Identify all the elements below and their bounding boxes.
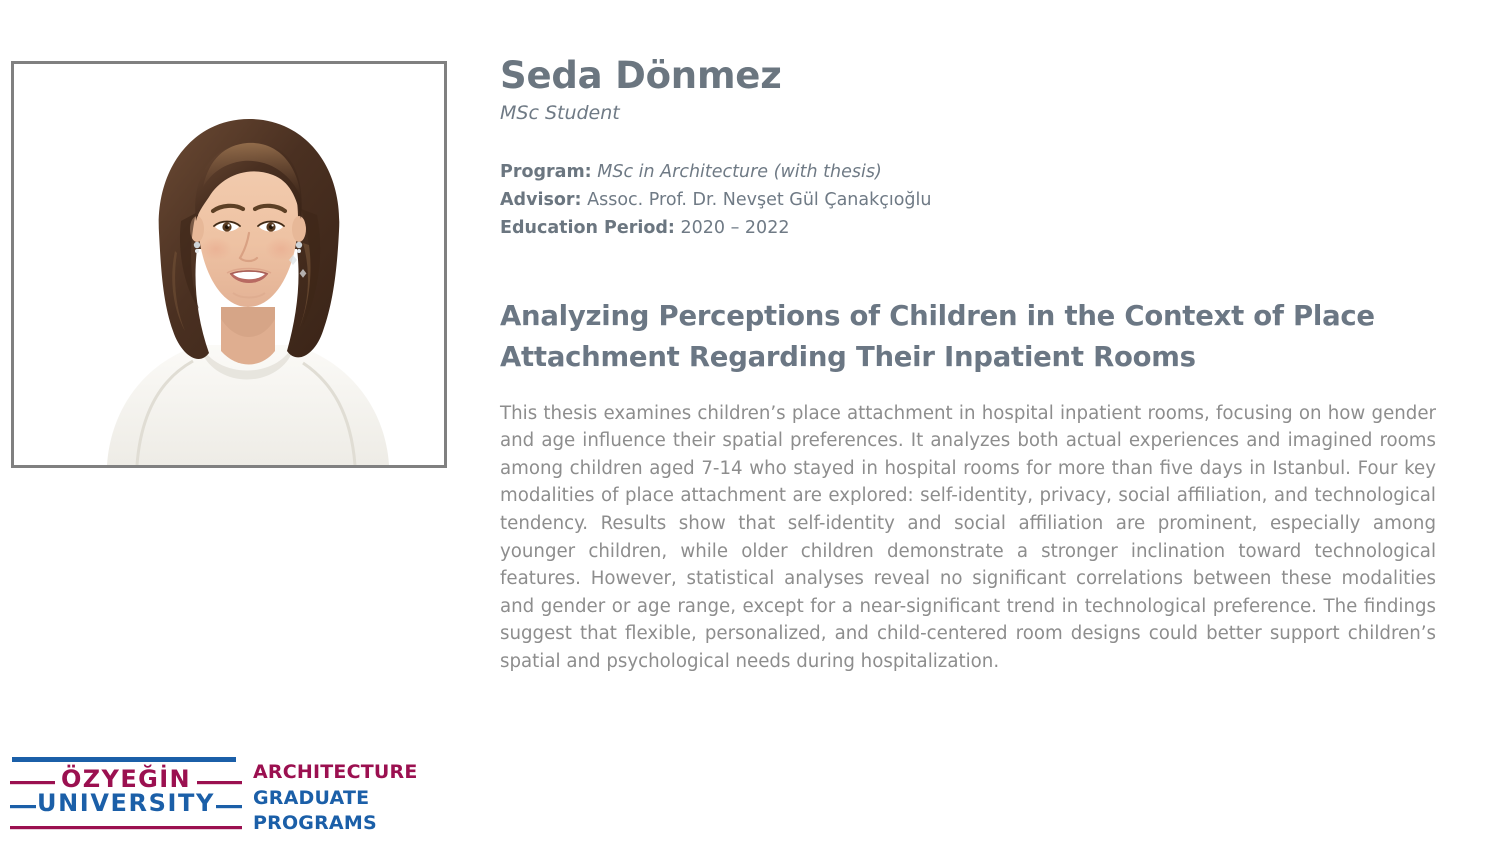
thesis-title: Analyzing Perceptions of Children in the… [500,299,1375,373]
meta-label-advisor: Advisor: [500,189,582,210]
meta-value-program: MSc in Architecture (with thesis) [597,161,882,182]
logo-bar-bottom [10,826,242,830]
footer-logo-lockup: ÖZYEĞİN UNIVERSITY ARCHITECTURE GRADUATE… [10,755,430,835]
page-title: Seda Dönmez [500,54,782,97]
meta-row-program: Program: MSc in Architecture (with thesi… [500,158,1436,186]
meta-label-program: Program: [500,161,592,182]
meta-value-advisor: Assoc. Prof. Dr. Nevşet Gül Çanakçıoğlu [587,189,932,210]
profile-content: Seda Dönmez MSc Student Program: MSc in … [500,0,1436,676]
logo-word-university: UNIVERSITY [37,789,215,817]
ozyegin-university-logo: ÖZYEĞİN UNIVERSITY [10,755,242,833]
profile-meta: Program: MSc in Architecture (with thesi… [500,125,1436,242]
meta-label-education-period: Education Period: [500,217,675,238]
meta-row-advisor: Advisor: Assoc. Prof. Dr. Nevşet Gül Çan… [500,186,1436,214]
wordmark-line-programs: PROGRAMS [253,812,377,834]
logo-word-ozyegin: ÖZYEĞİN [61,763,191,793]
program-wordmark: ARCHITECTURE GRADUATE PROGRAMS [253,760,418,837]
meta-row-education-period: Education Period: 2020 – 2022 [500,214,1436,242]
logo-bar-top [12,757,236,762]
meta-value-education-period: 2020 – 2022 [680,217,790,238]
wordmark-line-graduate: GRADUATE [253,786,370,809]
portrait-photo [97,93,397,465]
wordmark-line-architecture: ARCHITECTURE [253,761,418,783]
person-role: MSc Student [500,101,620,124]
thesis-abstract: This thesis examines children’s place at… [500,402,1436,672]
portrait-canvas [14,64,444,465]
portrait-frame [11,61,447,468]
